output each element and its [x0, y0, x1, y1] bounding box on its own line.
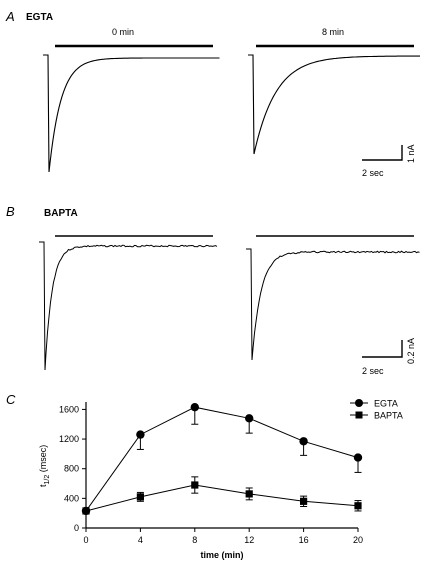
y-tick-label: 0: [74, 523, 79, 533]
series-bapta-point: [300, 497, 308, 505]
y-tick-label: 800: [64, 464, 79, 474]
panel-b-label: BAPTA: [44, 208, 78, 219]
series-bapta-point: [82, 507, 90, 515]
panel-a-sweep1-label: 0 min: [112, 27, 134, 37]
series-egta-point: [190, 402, 199, 412]
legend-bapta-label: BAPTA: [374, 411, 403, 421]
panel-c-letter: C: [6, 392, 16, 407]
panel-c-chart: 0 400 800 1200 1600 0 4 8 12 16 20 time (min) t1/2 (…: [38, 399, 403, 561]
y-tick-label: 400: [64, 493, 79, 503]
series-egta-point: [245, 414, 254, 423]
panel-a-scale-x: 2 sec: [362, 168, 384, 178]
x-tick-label: 0: [83, 535, 88, 545]
x-tick-label: 8: [192, 535, 197, 545]
legend-egta-label: EGTA: [374, 399, 398, 409]
x-tick-label: 4: [138, 535, 143, 545]
series-bapta-point: [136, 493, 144, 501]
series-bapta-point: [245, 490, 253, 498]
panel-b-scale-x: 2 sec: [362, 366, 384, 376]
series-egta-point: [299, 437, 308, 446]
panel-b-sweep2-trace: [246, 248, 420, 361]
panel-a-scale-bar: [362, 145, 403, 161]
y-tick-label: 1200: [59, 434, 79, 444]
legend-bapta-marker: [355, 411, 363, 419]
y-axis-label: t1/2 (msec): [38, 445, 51, 487]
x-tick-label: 20: [353, 535, 363, 545]
panel-a-sweep1-trace: [43, 54, 220, 173]
series-egta-point: [136, 430, 145, 439]
panel-b-scale-y: 0.2 nA: [406, 338, 416, 364]
panel-b-sweep1-trace: [39, 241, 218, 371]
panel-a-sweep2-trace: [248, 54, 420, 155]
series-bapta-line: [85, 484, 359, 512]
panel-b-letter: B: [6, 204, 15, 219]
panel-a-letter: A: [5, 9, 15, 24]
x-tick-label: 12: [244, 535, 254, 545]
series-egta-point: [353, 453, 363, 462]
series-egta-line: [85, 406, 359, 512]
y-tick-label: 1600: [59, 404, 79, 414]
panel-a-sweep2-label: 8 min: [322, 27, 344, 37]
x-tick-label: 16: [299, 535, 309, 545]
panel-a-scale-y: 1 nA: [406, 144, 416, 163]
series-bapta-point: [191, 481, 199, 489]
x-axis-label: time (min): [200, 550, 243, 560]
panel-a-label: EGTA: [26, 12, 53, 23]
panel-b-scale-bar: [362, 340, 403, 358]
series-bapta-point: [354, 502, 362, 510]
legend-egta-marker: [355, 399, 363, 407]
